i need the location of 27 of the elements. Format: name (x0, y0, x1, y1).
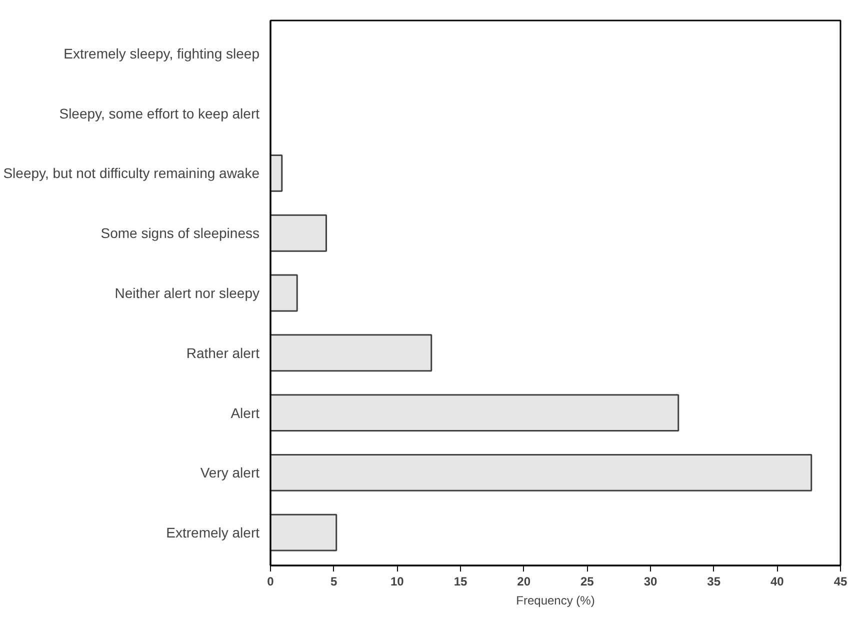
y-tick-label: Very alert (200, 464, 260, 481)
x-tick-label: 30 (644, 574, 658, 588)
bar (270, 394, 680, 432)
bar (270, 154, 283, 192)
bar (270, 454, 812, 492)
x-axis-title: Frequency (%) (516, 594, 595, 608)
y-tick-label: Sleepy, but not difficulty remaining awake (3, 165, 260, 182)
bar (270, 274, 298, 312)
x-tick-label: 0 (267, 574, 274, 588)
x-tick-label: 45 (834, 574, 848, 588)
y-tick-label: Some signs of sleepiness (100, 225, 260, 242)
y-tick-label: Alert (230, 404, 260, 421)
y-tick-label: Sleepy, some effort to keep alert (59, 105, 260, 122)
y-tick-label: Rather alert (186, 344, 260, 361)
bar (270, 514, 338, 552)
bar (270, 334, 432, 372)
y-tick-label: Neither alert nor sleepy (114, 285, 260, 301)
y-tick-label: Extremely sleepy, fighting sleep (64, 45, 260, 62)
x-tick-label: 20 (517, 574, 531, 588)
x-tick-label: 25 (580, 574, 594, 588)
x-tick-label: 40 (770, 574, 784, 588)
y-tick-label: Extremely alert (166, 524, 260, 541)
x-tick-label: 15 (454, 574, 468, 588)
x-tick-label: 10 (390, 574, 404, 588)
x-tick-label: 5 (330, 574, 338, 588)
x-tick-label: 35 (707, 574, 721, 588)
bar (270, 214, 327, 252)
